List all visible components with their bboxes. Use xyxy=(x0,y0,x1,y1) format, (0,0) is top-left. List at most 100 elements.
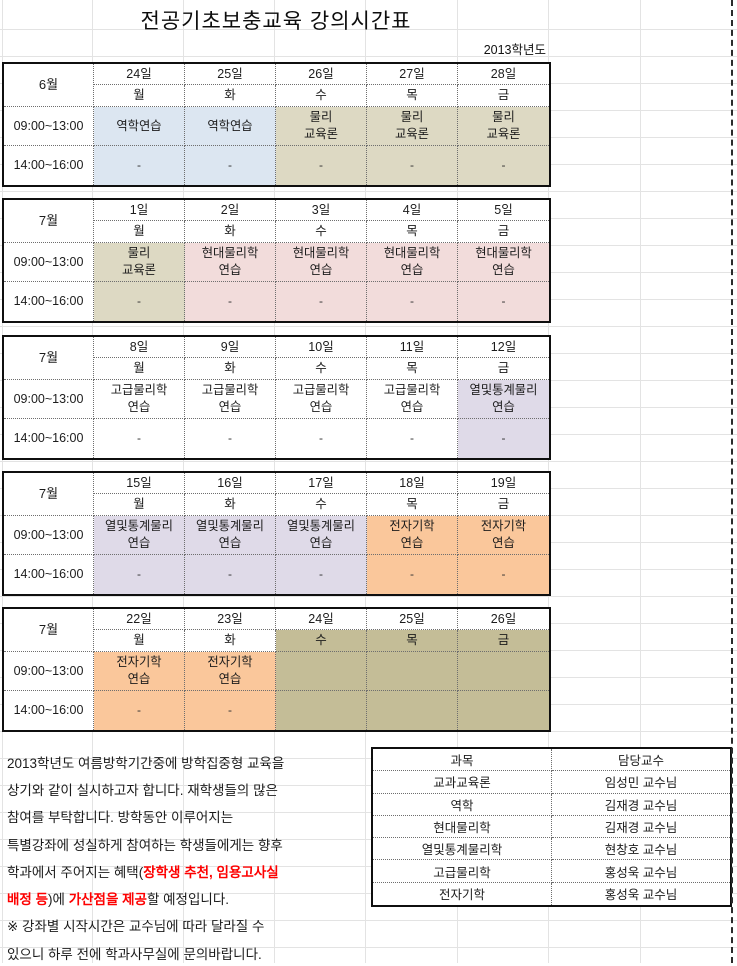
week-block: 7월 22일 23일 24일 25일 26일 월 화 수 목 금 09:00~13:00 전자기학 연습… xyxy=(2,607,551,732)
note-text: ※ 강좌별 시작시간은 교수님에 따라 달라질 수 xyxy=(7,919,265,935)
course-cell xyxy=(367,691,458,730)
course-cell: 전자기학 연습 xyxy=(367,516,458,555)
subject-cell: 교과교육론 xyxy=(373,771,552,794)
month-label: 7월 xyxy=(4,609,94,652)
sheet-gridline-v xyxy=(640,0,641,963)
day-header: 12일 xyxy=(458,337,549,358)
day-header: 19일 xyxy=(458,473,549,494)
course-cell: - xyxy=(458,282,549,321)
note-line: 있으니 하루 전에 학과사무실에 문의바랍니다. xyxy=(7,939,367,966)
course-cell: 역학연습 xyxy=(94,107,185,146)
course-cell: - xyxy=(185,146,276,185)
course-cell: - xyxy=(94,691,185,730)
month-label: 7월 xyxy=(4,473,94,516)
professor-cell: 임성민 교수님 xyxy=(552,771,730,794)
course-cell: - xyxy=(94,555,185,594)
course-cell: - xyxy=(185,419,276,458)
week-block: 7월 8일 9일 10일 11일 12일 월 화 수 목 금 09:00~13:00 고급물리학 연습 고… xyxy=(2,335,551,460)
course-cell xyxy=(276,652,367,691)
month-label: 7월 xyxy=(4,337,94,380)
course-cell xyxy=(276,691,367,730)
weekday-header: 화 xyxy=(185,494,276,516)
day-header: 25일 xyxy=(367,609,458,630)
weekday-header: 화 xyxy=(185,630,276,652)
day-header: 10일 xyxy=(276,337,367,358)
day-header: 3일 xyxy=(276,200,367,221)
professor-cell: 김재경 교수님 xyxy=(552,794,730,816)
month-label: 7월 xyxy=(4,200,94,243)
weekday-header: 목 xyxy=(367,630,458,652)
time-label: 09:00~13:00 xyxy=(4,107,94,146)
weekday-header: 월 xyxy=(94,494,185,516)
weekday-header: 화 xyxy=(185,85,276,107)
weekday-header: 월 xyxy=(94,221,185,243)
weekday-header: 목 xyxy=(367,221,458,243)
faculty-header-professor: 담당교수 xyxy=(552,749,730,772)
time-label: 09:00~13:00 xyxy=(4,516,94,555)
weekday-header: 월 xyxy=(94,85,185,107)
day-header: 5일 xyxy=(458,200,549,221)
professor-cell: 홍성욱 교수님 xyxy=(552,860,730,883)
weekday-header: 월 xyxy=(94,358,185,380)
day-header: 2일 xyxy=(185,200,276,221)
week-block: 7월 1일 2일 3일 4일 5일 월 화 수 목 금 09:00~13:00 물리 교육론 현대물리학 … xyxy=(2,198,551,323)
faculty-table: 과목 담당교수 교과교육론 임성민 교수님 역학 김재경 교수님 현대물리학 김재경 교수님 열… xyxy=(371,747,732,907)
weekday-header: 금 xyxy=(458,221,549,243)
time-label: 14:00~16:00 xyxy=(4,282,94,321)
course-cell: - xyxy=(276,419,367,458)
week-block: 7월 15일 16일 17일 18일 19일 월 화 수 목 금 09:00~13:00 열및통계물리 … xyxy=(2,471,551,596)
time-label: 09:00~13:00 xyxy=(4,380,94,419)
page-title: 전공기초보충교육 강의시간표 xyxy=(140,10,412,33)
note-text: )에 xyxy=(48,892,69,908)
day-header: 1일 xyxy=(94,200,185,221)
day-header: 26일 xyxy=(458,609,549,630)
subject-cell: 현대물리학 xyxy=(373,815,552,839)
course-cell: 열및통계물리 연습 xyxy=(458,380,549,419)
note-line: 학과에서 주어지는 혜택(장학생 추천, 임용고사실 xyxy=(7,857,367,884)
course-cell xyxy=(458,652,549,691)
day-header: 16일 xyxy=(185,473,276,494)
weekday-header: 금 xyxy=(458,358,549,380)
note-line: 2013학년도 여름방학기간중에 방학집중형 교육을 xyxy=(7,748,367,775)
course-cell: - xyxy=(276,146,367,185)
day-header: 9일 xyxy=(185,337,276,358)
course-cell: - xyxy=(276,282,367,321)
day-header: 23일 xyxy=(185,609,276,630)
course-cell: - xyxy=(185,691,276,730)
time-label: 14:00~16:00 xyxy=(4,555,94,594)
note-line: 상기와 같이 실시하고자 합니다. 재학생들의 많은 xyxy=(7,775,367,802)
note-line: 참여를 부탁합니다. 방학동안 이루어지는 xyxy=(7,803,367,830)
course-cell: 물리 교육론 xyxy=(94,243,185,282)
course-cell: 열및통계물리 연습 xyxy=(276,516,367,555)
note-text: 있으니 하루 전에 학과사무실에 문의바랍니다. xyxy=(7,946,262,962)
time-label: 14:00~16:00 xyxy=(4,691,94,730)
course-cell: - xyxy=(367,146,458,185)
note-text: 2013학년도 여름방학기간중에 방학집중형 교육을 xyxy=(7,755,285,771)
note-line: 배정 등)에 가산점을 제공 할 예정입니다. xyxy=(7,884,367,911)
note-line: 특별강좌에 성실하게 참여하는 학생들에게는 향후 xyxy=(7,830,367,857)
weekday-header: 금 xyxy=(458,85,549,107)
course-cell: - xyxy=(276,555,367,594)
course-cell: 고급물리학 연습 xyxy=(367,380,458,419)
day-header: 26일 xyxy=(276,64,367,85)
course-cell: 물리 교육론 xyxy=(458,107,549,146)
day-header: 22일 xyxy=(94,609,185,630)
weekday-header: 금 xyxy=(458,494,549,516)
weekday-header: 수 xyxy=(276,358,367,380)
time-label: 14:00~16:00 xyxy=(4,419,94,458)
day-header: 27일 xyxy=(367,64,458,85)
course-cell: 현대물리학 연습 xyxy=(458,243,549,282)
day-header: 18일 xyxy=(367,473,458,494)
course-cell: - xyxy=(458,555,549,594)
course-cell xyxy=(458,691,549,730)
course-cell: 현대물리학 연습 xyxy=(276,243,367,282)
weekday-header: 목 xyxy=(367,494,458,516)
weekday-header: 수 xyxy=(276,85,367,107)
course-cell: 물리 교육론 xyxy=(276,107,367,146)
course-cell: 고급물리학 연습 xyxy=(94,380,185,419)
course-cell: - xyxy=(94,146,185,185)
course-cell: - xyxy=(367,555,458,594)
day-header: 11일 xyxy=(367,337,458,358)
course-cell: - xyxy=(458,419,549,458)
weekday-header: 화 xyxy=(185,358,276,380)
